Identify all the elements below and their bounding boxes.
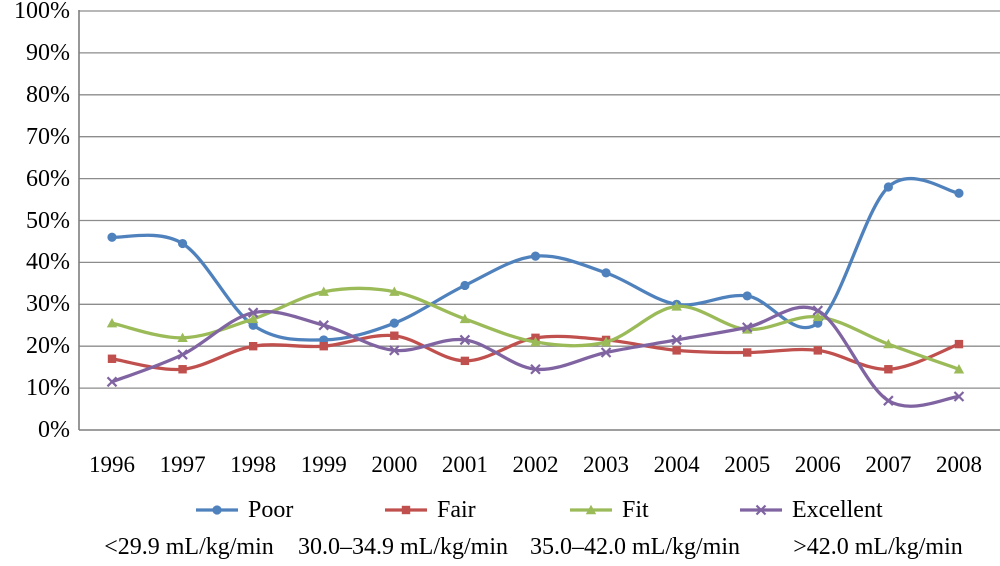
series-poor-point-2000 [389,318,399,328]
series-fit-point-2008 [953,364,965,374]
series-poor-point-2002 [530,251,541,261]
series-poor-point-2008 [954,188,964,198]
series-poor-point-1996 [107,232,117,242]
y-tick-40pct: 40% [26,249,70,276]
series-excellent-point-2006 [812,305,824,316]
fair-square-marker-icon [385,505,427,515]
series-excellent-point-2003 [600,347,612,358]
legend-marker-excellent [755,504,767,516]
legend-item-excellent: Excellent [739,496,883,524]
series-fair-point-2008 [954,339,964,349]
series-fair-point-1997 [178,365,187,374]
series-fit-line [110,286,961,371]
x-tick-2004: 2004 [653,452,700,477]
series-fair-point-2004 [672,346,681,355]
series-fit-point-1998 [247,313,259,324]
series-fair-point-2005 [743,348,752,357]
y-tick-60pct: 60% [26,165,70,192]
y-tick-20pct: 20% [26,333,70,360]
fitness-range-label-4: >42.0 mL/kg/min [793,534,963,560]
legend-item-fit: Fit [569,496,649,524]
x-tick-2003: 2003 [583,452,630,477]
poor-circle-marker-icon [196,505,238,515]
series-fair-point-2000 [390,331,399,340]
series-fit-point-1997 [177,332,188,343]
series-poor-point-2005 [742,291,752,301]
series-fit-point-2001 [459,313,471,324]
series-excellent-point-2008 [953,391,965,402]
y-tick-70pct: 70% [26,123,70,150]
series-fit-point-2002 [530,336,541,347]
legend-label-fair: Fair [437,497,476,523]
series-fit-point-1999 [318,286,329,296]
legend-marker-poor [212,505,222,515]
series-excellent-point-2000 [389,345,400,356]
fitness-range-label-2: 30.0–34.9 mL/kg/min [298,534,508,560]
series-excellent-point-2001 [459,334,471,346]
series-poor-point-2001 [460,280,470,291]
y-tick-100pct: 100% [14,0,70,24]
x-tick-2000: 2000 [371,452,418,477]
x-tick-1998: 1998 [230,452,277,477]
y-tick-80pct: 80% [26,81,70,108]
series-excellent-point-1999 [318,319,330,331]
series-excellent-point-2007 [883,395,894,406]
legend-item-fair: Fair [384,496,476,524]
series-excellent-line [110,305,961,408]
y-tick-50pct: 50% [26,207,70,234]
series-excellent-point-1998 [247,307,259,318]
legend-label-fit: Fit [622,497,649,523]
excellent-x-marker-icon [740,504,782,516]
y-tick-30pct: 30% [26,291,70,318]
y-tick-10pct: 10% [26,375,70,402]
x-tick-2008: 2008 [935,452,982,477]
series-poor-point-1997 [177,238,188,249]
fit-triangle-marker-icon [570,504,612,515]
series-fair-point-2001 [460,356,470,366]
series-fair-point-1998 [248,342,258,351]
series-fit-point-2004 [671,301,682,311]
legend-item-poor: Poor [195,496,293,524]
series-fair-point-2007 [884,365,893,374]
x-tick-2006: 2006 [794,452,841,477]
axes [78,10,1000,431]
series-fit-point-2006 [812,311,823,322]
series-fit-point-2007 [883,338,894,349]
series-poor [107,176,964,345]
series-excellent [106,305,965,408]
series-excellent-point-1997 [177,349,188,360]
series-fair-point-1999 [319,342,328,351]
series-fair-point-2006 [813,346,822,355]
x-tick-1996: 1996 [89,452,135,477]
series-fair-point-1996 [107,354,117,363]
series-excellent-point-1996 [106,376,118,388]
x-tick-1997: 1997 [159,452,206,477]
series-excellent-point-2005 [741,322,753,333]
x-tick-2001: 2001 [441,452,488,477]
x-tick-2002: 2002 [512,452,559,477]
series-excellent-point-2002 [530,363,541,375]
series-poor-point-2003 [601,268,611,278]
x-tick-2005: 2005 [724,452,771,477]
x-tick-1999: 1999 [300,452,347,477]
series-poor-point-2007 [883,182,893,192]
series-fit-point-2003 [600,336,612,347]
fitness-range-label-3: 35.0–42.0 mL/kg/min [530,534,740,560]
legend-marker-fit [585,504,597,515]
fitness-range-label-1: <29.9 mL/kg/min [104,534,274,560]
series-fit-point-2000 [389,286,400,296]
legend-label-poor: Poor [248,497,294,523]
y-tick-0pct: 0% [38,417,70,443]
series-fit-point-1996 [106,317,118,328]
y-tick-90pct: 90% [26,39,70,66]
legend-label-excellent: Excellent [792,497,883,523]
x-tick-2007: 2007 [865,452,912,477]
series-excellent-point-2004 [671,334,682,346]
legend-marker-fair [401,505,411,515]
